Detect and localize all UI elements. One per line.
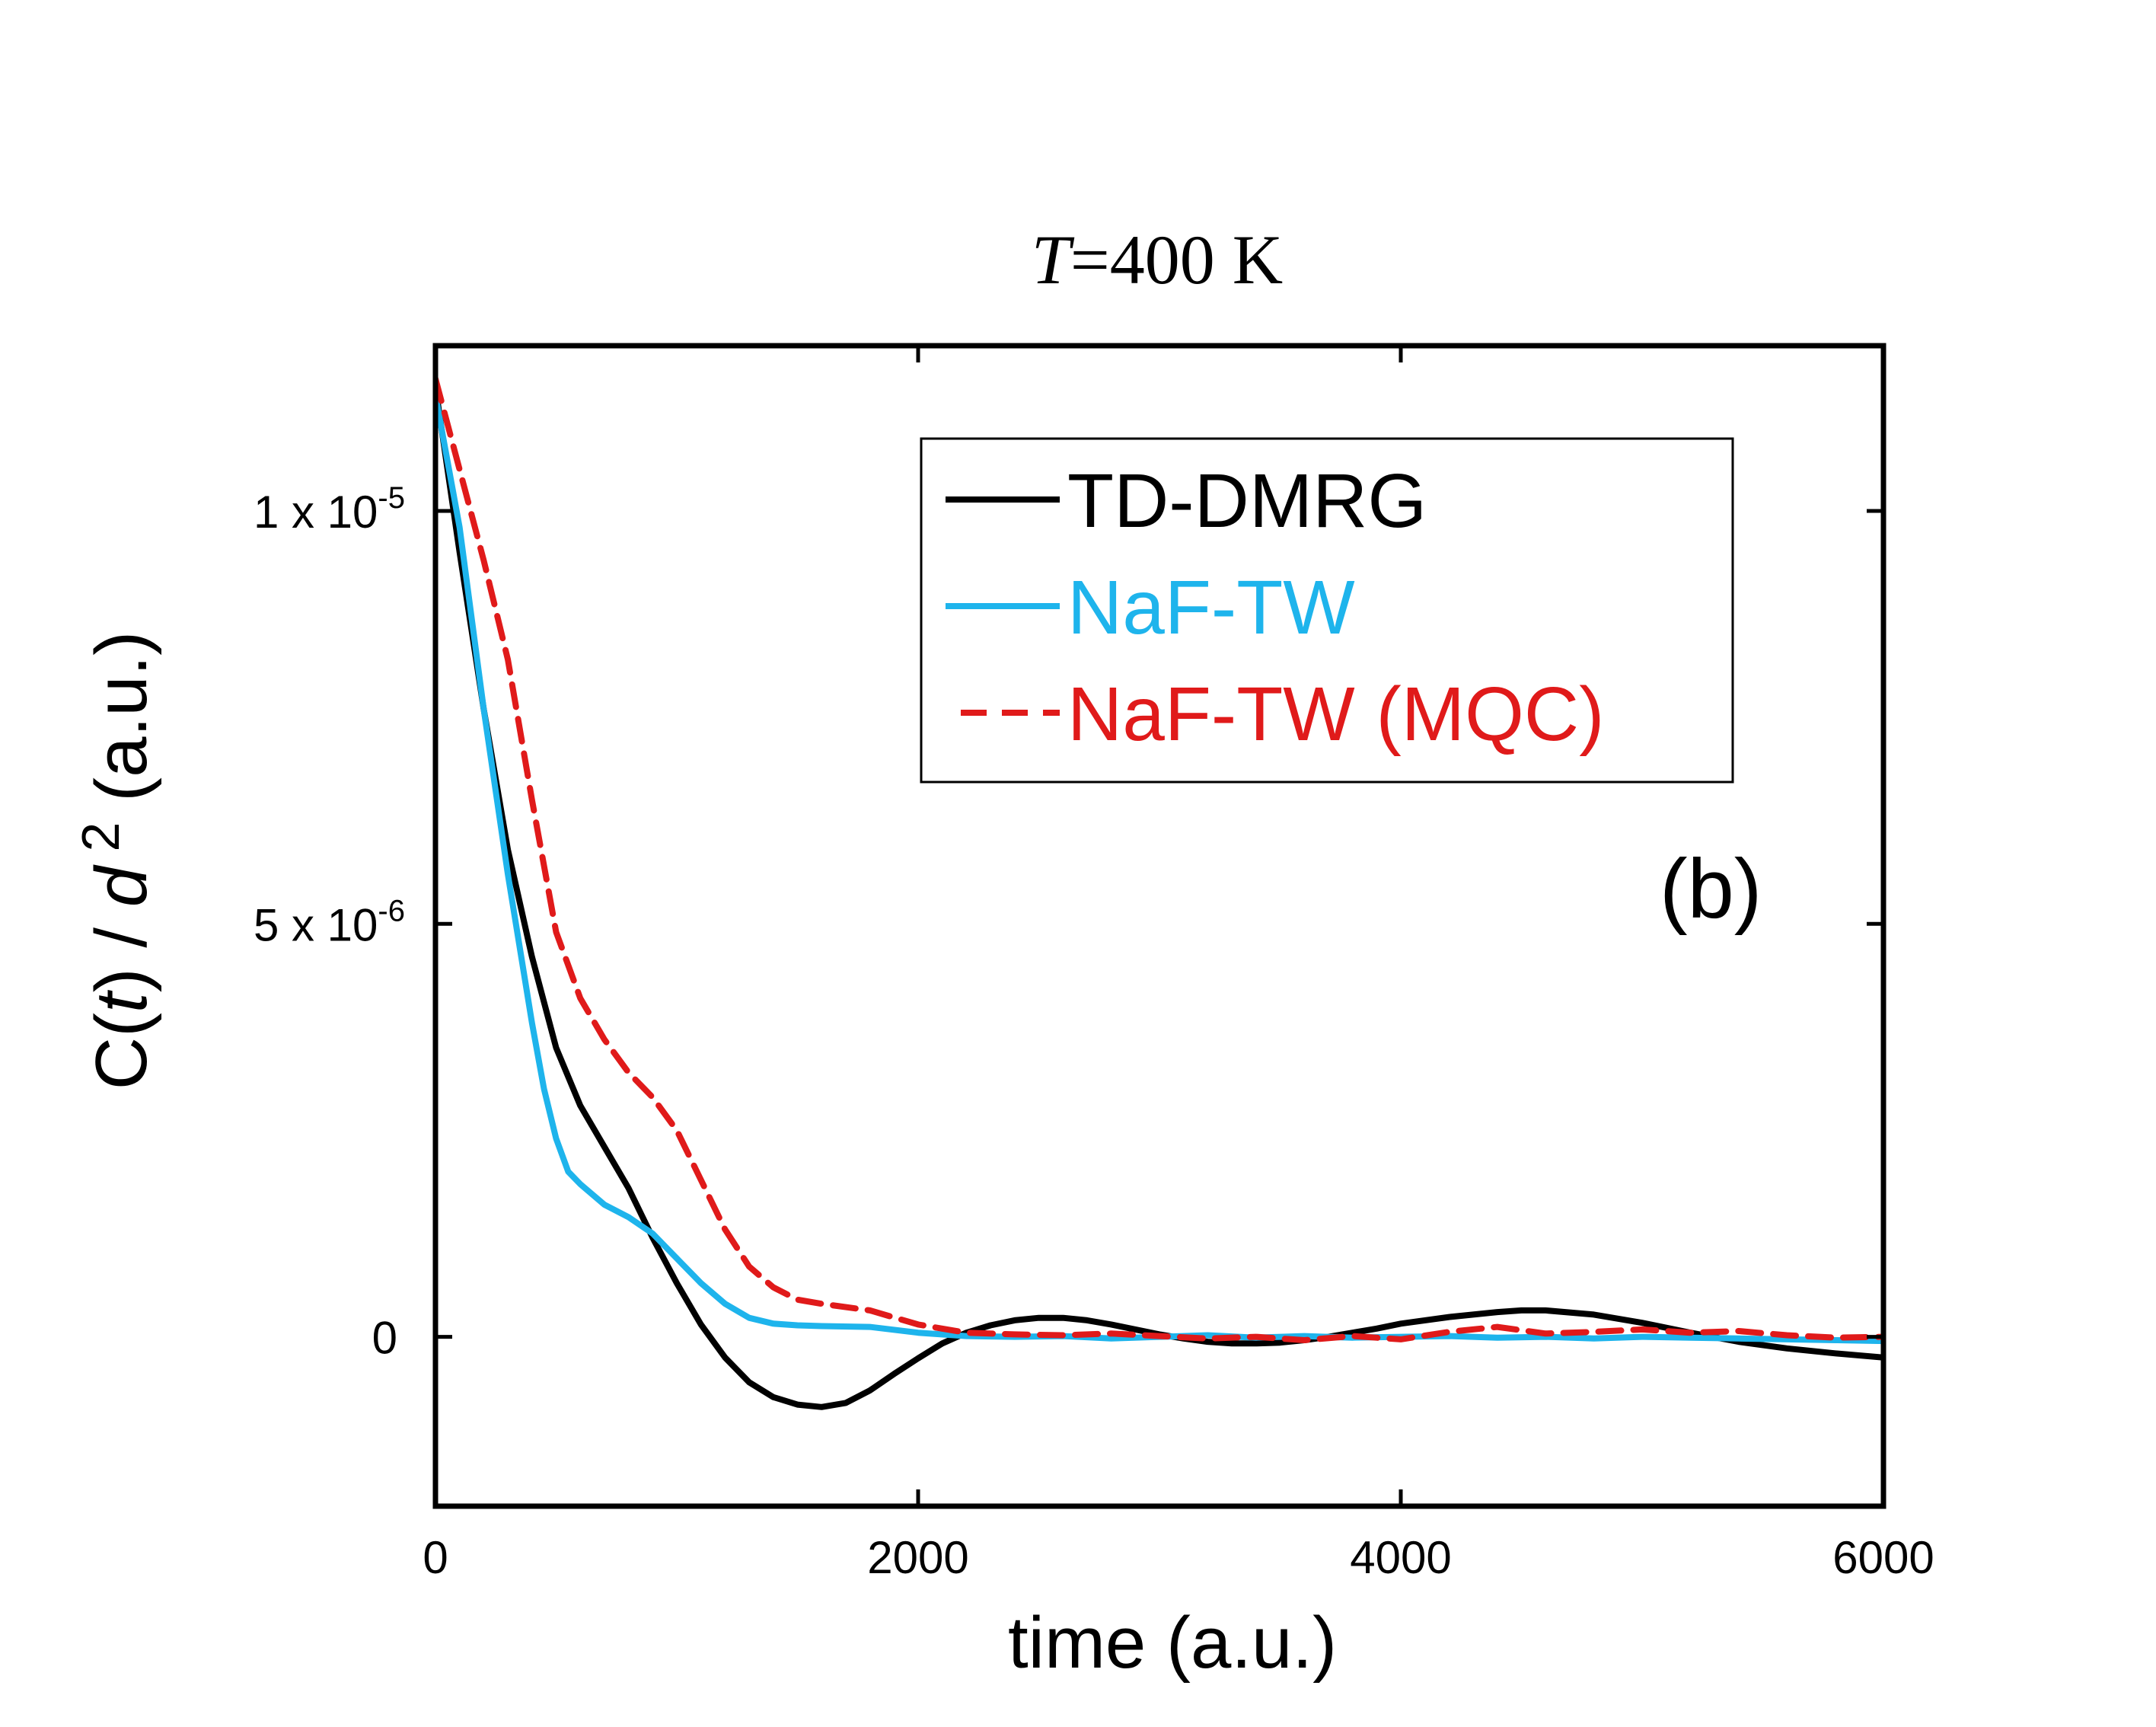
- y-tick-mantissa: 1 x 10: [254, 487, 378, 538]
- y-axis-label-part: ) /: [81, 907, 162, 992]
- series-line-naf-tw: [435, 392, 1883, 1345]
- plot-frame: [432, 343, 1886, 1509]
- series-layer: [435, 375, 1883, 1410]
- chart-title-value: =400 K: [1070, 221, 1283, 298]
- x-axis-label: time (a.u.): [1008, 1602, 1337, 1684]
- y-tick-mantissa: 0: [372, 1313, 397, 1364]
- y-axis-label-part: d: [81, 864, 162, 907]
- legend-label-naf-tw-mqc: NaF-TW (MQC): [1067, 672, 1604, 757]
- y-axis-label-superscript: 2: [71, 822, 130, 867]
- x-tick-label: 6000: [1832, 1532, 1934, 1583]
- x-tick-label: 2000: [867, 1532, 968, 1583]
- y-tick-label: 1 x 10-5: [254, 481, 405, 538]
- ticks-layer: [433, 346, 1886, 1506]
- series-line-naf-tw-mqc: [435, 375, 1883, 1343]
- legend-box: [920, 437, 1734, 784]
- y-tick-exponent: -6: [378, 894, 405, 927]
- y-axis-label: C(t) / d 2 (a.u.): [71, 631, 162, 1090]
- y-tick-label: 0: [372, 1313, 397, 1364]
- x-tick-labels: 0 2000 4000 6000: [423, 1532, 1934, 1583]
- y-tick-exponent: -5: [378, 481, 405, 515]
- series-line-td-dmrg: [435, 384, 1883, 1410]
- x-tick-label: 4000: [1350, 1532, 1451, 1583]
- panel-label: (b): [1660, 842, 1762, 936]
- legend-label-naf-tw: NaF-TW: [1067, 565, 1355, 650]
- chart-title-variable: T: [1032, 221, 1075, 298]
- legend-label-td-dmrg: TD-DMRG: [1067, 458, 1427, 544]
- y-axis-label-part: t: [81, 990, 162, 1013]
- chart-title: T=400 K: [1032, 221, 1284, 298]
- legend: TD-DMRG NaF-TW NaF-TW (MQC): [920, 437, 1734, 784]
- y-axis-label-part: C(: [81, 1013, 162, 1090]
- y-tick-labels: 1 x 10-5 5 x 10-6 0: [254, 481, 405, 1364]
- y-tick-label: 5 x 10-6: [254, 894, 405, 950]
- y-axis-label-part: (a.u.): [81, 631, 162, 822]
- x-tick-label: 0: [423, 1532, 448, 1583]
- y-tick-mantissa: 5 x 10: [254, 899, 378, 950]
